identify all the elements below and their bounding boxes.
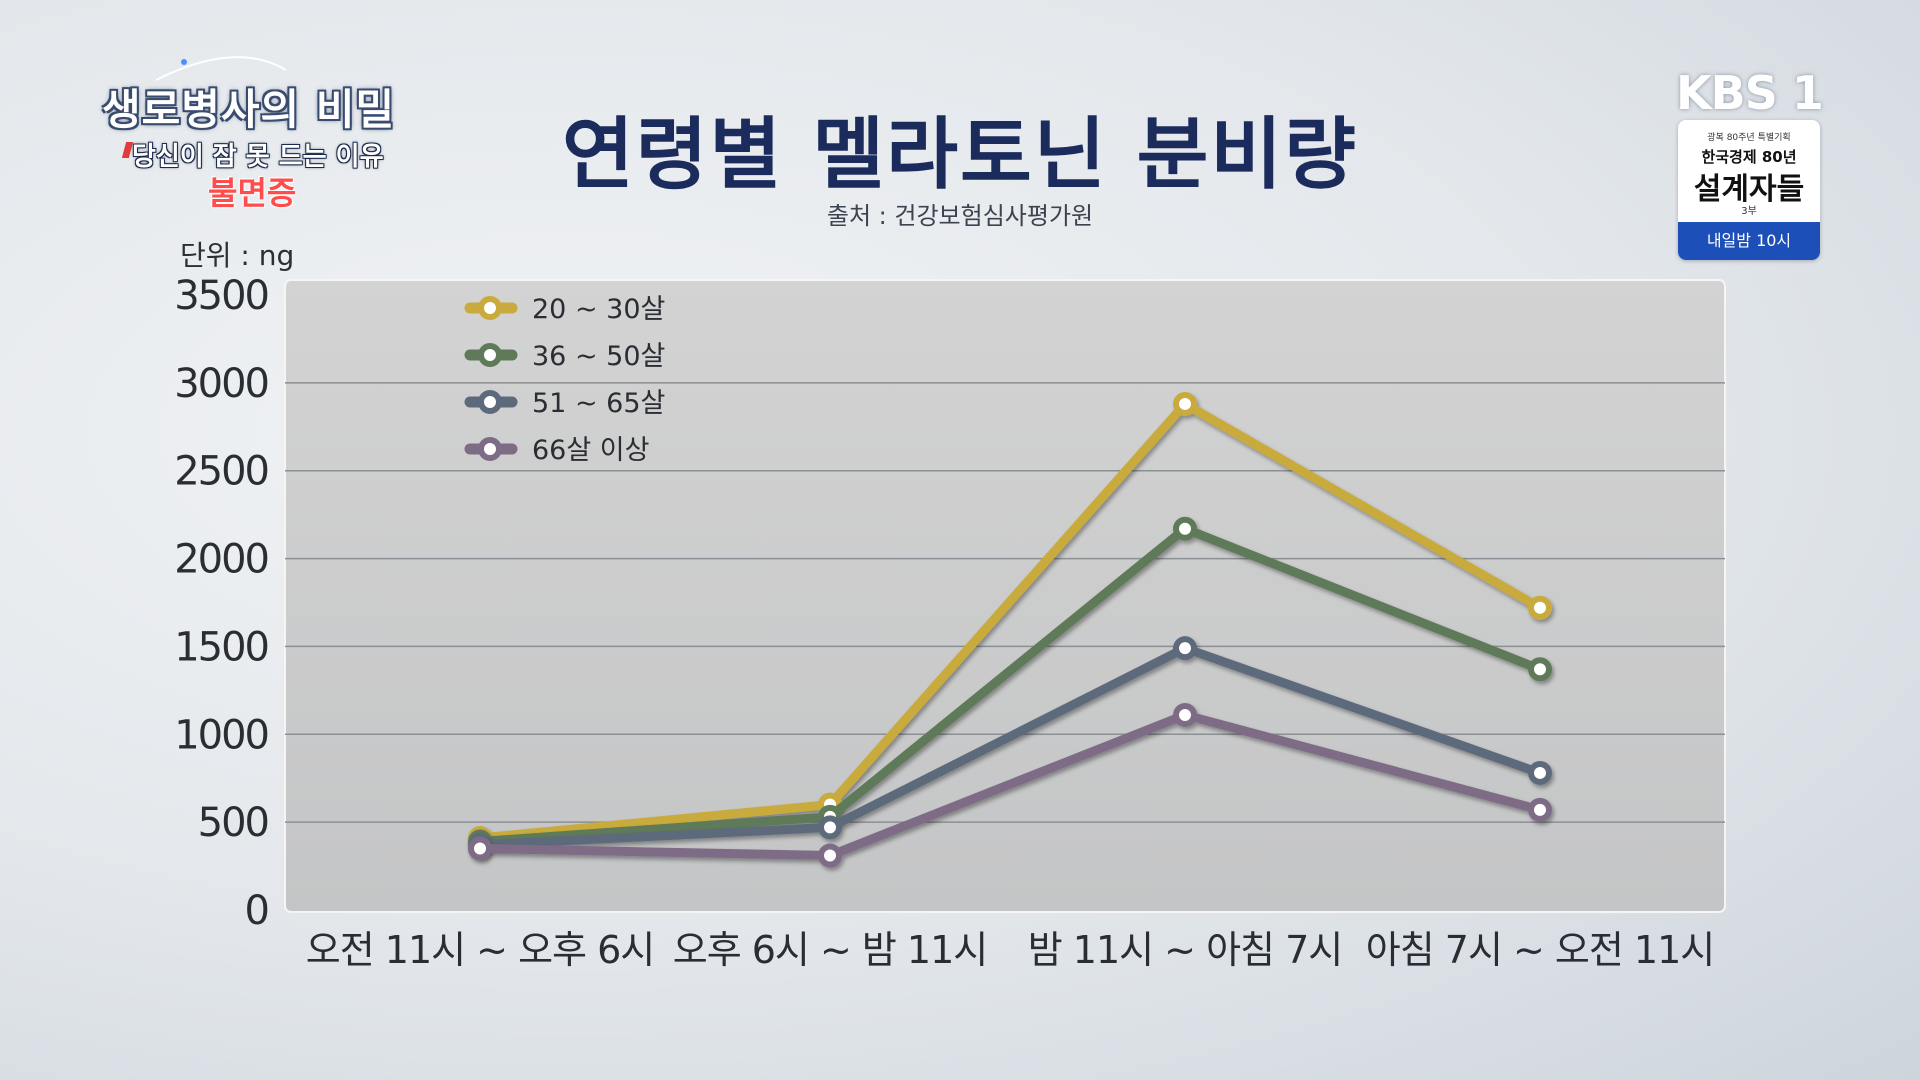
legend-label: 20 ~ 30살 bbox=[532, 294, 665, 325]
promo-airtime: 내일밤 10시 bbox=[1678, 222, 1820, 260]
legend-label: 36 ~ 50살 bbox=[532, 341, 665, 372]
promo-episode: 3부 bbox=[1741, 206, 1757, 217]
x-tick-label: 아침 7시 ~ 오전 11시 bbox=[1366, 928, 1714, 972]
point-inner bbox=[1179, 522, 1191, 535]
data-point bbox=[468, 836, 492, 861]
series-line bbox=[475, 399, 1545, 843]
plot-area bbox=[284, 279, 1726, 913]
point-inner bbox=[1179, 642, 1191, 655]
promo-small-text: 광복 80주년 특별기획 bbox=[1707, 133, 1791, 143]
promo-title: 설계자들 bbox=[1693, 172, 1805, 207]
data-point bbox=[1173, 636, 1197, 661]
data-point bbox=[1173, 516, 1197, 541]
data-point bbox=[818, 815, 842, 840]
promo-card: 광복 80주년 특별기획 한국경제 80년 설계자들 3부 내일밤 10시 bbox=[1678, 120, 1820, 260]
point-inner bbox=[1179, 708, 1191, 721]
series-4 bbox=[468, 702, 1552, 868]
show-name: 생로병사의 비밀 bbox=[102, 85, 396, 134]
y-tick-label: 500 bbox=[198, 800, 268, 846]
show-logo-arc bbox=[155, 56, 287, 81]
data-point bbox=[1528, 760, 1552, 785]
legend-label: 51 ~ 65살 bbox=[532, 388, 665, 419]
point-inner bbox=[1534, 803, 1546, 816]
point-inner bbox=[1534, 663, 1546, 676]
point-inner bbox=[474, 842, 486, 855]
chart-title: 연령별 멜라토닌 분비량 bbox=[562, 110, 1358, 200]
point-inner bbox=[824, 849, 836, 862]
kbs-logo: KBS 1 bbox=[1676, 66, 1824, 120]
legend-item: 36 ~ 50살 bbox=[464, 341, 665, 372]
y-tick-label: 0 bbox=[245, 888, 268, 934]
legend-marker-center bbox=[484, 302, 496, 314]
point-inner bbox=[1179, 397, 1191, 410]
legend-item: 66살 이상 bbox=[464, 435, 649, 466]
y-tick-label: 2000 bbox=[174, 537, 268, 583]
legend-marker-center bbox=[484, 443, 496, 455]
series-line bbox=[475, 643, 1545, 850]
data-point bbox=[1173, 391, 1197, 416]
x-tick-label: 오전 11시 ~ 오후 6시 bbox=[306, 928, 654, 972]
data-point bbox=[1528, 797, 1552, 822]
legend-marker-center bbox=[484, 349, 496, 361]
series-line bbox=[475, 524, 1545, 846]
y-tick-label: 1500 bbox=[174, 624, 268, 670]
data-point bbox=[1528, 595, 1552, 620]
series-line bbox=[475, 710, 1545, 861]
data-point bbox=[1173, 702, 1197, 727]
legend-marker-center bbox=[484, 396, 496, 408]
y-tick-label: 3500 bbox=[174, 273, 268, 319]
y-tick-label: 1000 bbox=[174, 712, 268, 758]
y-tick-label: 3000 bbox=[174, 361, 268, 407]
show-subtitle: 당신이 잠 못 드는 이유 bbox=[132, 142, 384, 172]
chart-source: 출처 : 건강보험심사평가원 bbox=[826, 202, 1094, 230]
point-inner bbox=[1534, 766, 1546, 779]
data-point bbox=[818, 843, 842, 868]
unit-label: 단위 : ng bbox=[180, 239, 295, 272]
x-tick-label: 오후 6시 ~ 밤 11시 bbox=[673, 928, 988, 972]
show-topic: 불면증 bbox=[208, 174, 297, 212]
data-point bbox=[1528, 657, 1552, 682]
promo-mid-text: 한국경제 80년 bbox=[1701, 148, 1797, 166]
y-tick-label: 2500 bbox=[174, 449, 268, 495]
point-inner bbox=[1534, 601, 1546, 614]
legend-item: 20 ~ 30살 bbox=[464, 294, 665, 325]
show-logo: 생로병사의 비밀 당신이 잠 못 드는 이유 불면증 bbox=[96, 40, 406, 212]
x-tick-label: 밤 11시 ~ 아침 7시 bbox=[1028, 928, 1343, 972]
point-inner bbox=[824, 821, 836, 834]
legend-item: 51 ~ 65살 bbox=[464, 388, 665, 419]
legend-label: 66살 이상 bbox=[532, 435, 649, 466]
